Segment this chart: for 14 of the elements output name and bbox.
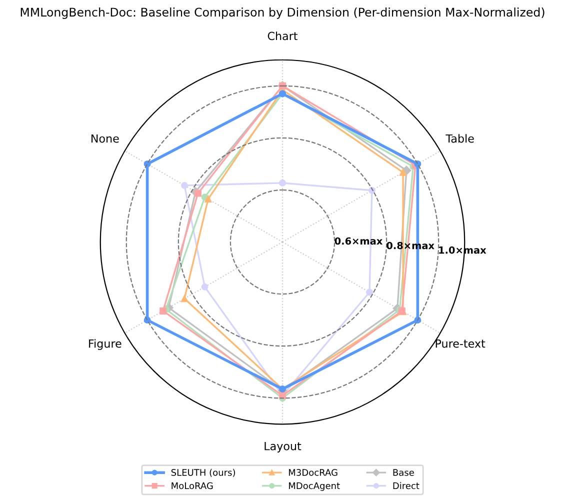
spoke-label: Table: [446, 134, 474, 143]
legend-label: Direct: [393, 482, 420, 490]
spoke-label: Pure-text: [436, 340, 486, 348]
legend-label: MoLoRAG: [172, 482, 213, 490]
legend-label: M3DocRAG: [289, 469, 338, 476]
legend-label: MDocAgent: [289, 482, 340, 491]
spoke-label: Chart: [268, 32, 298, 40]
spoke-label: Layout: [264, 442, 302, 452]
chart-title: MMLongBench-Doc: Baseline Comparison by Dimension (Per-dimension Max-Normalized): [20, 7, 544, 19]
legend-label: Base: [393, 469, 414, 476]
y-tick-label: 0.6×max: [334, 237, 383, 245]
legend-label: SLEUTH (ours): [171, 468, 235, 477]
spoke-label: Figure: [89, 339, 122, 350]
spoke-label: None: [92, 134, 119, 143]
